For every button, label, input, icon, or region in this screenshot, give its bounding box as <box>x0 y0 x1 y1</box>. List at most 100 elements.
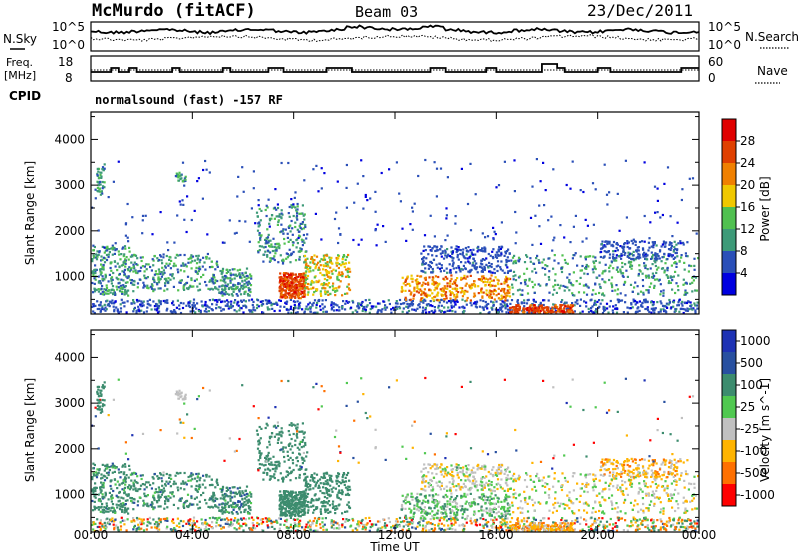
power-cell <box>500 306 503 309</box>
velocity-cell <box>124 476 127 479</box>
power-cell <box>118 266 121 269</box>
power-cell <box>421 299 424 303</box>
power-cell <box>514 306 517 309</box>
power-cell <box>242 304 245 307</box>
power-cell <box>160 275 163 278</box>
velocity-cell <box>366 522 369 525</box>
power-cell <box>297 284 300 287</box>
velocity-cell <box>526 529 529 532</box>
velocity-cell <box>587 528 591 532</box>
power-cell <box>99 173 102 177</box>
power-cell <box>290 289 293 292</box>
power-cell <box>624 294 627 297</box>
power-cell <box>319 271 322 275</box>
power-cell <box>445 301 449 304</box>
velocity-cell <box>344 526 347 529</box>
power-cell <box>96 189 99 193</box>
power-cell <box>92 244 95 247</box>
power-cell <box>484 250 487 253</box>
power-cell <box>231 268 234 271</box>
velocity-cell <box>636 519 639 522</box>
power-cell <box>323 305 326 308</box>
power-cell <box>401 310 404 313</box>
velocity-cell <box>104 524 107 527</box>
power-cell <box>412 297 415 300</box>
power-cell <box>490 265 493 269</box>
power-cell <box>224 277 227 280</box>
velocity-cell <box>608 523 611 526</box>
power-cell <box>225 276 228 279</box>
power-cell <box>96 186 99 189</box>
power-cell <box>274 188 277 191</box>
power-cell <box>125 311 128 314</box>
power-cell <box>424 267 427 270</box>
power-cell <box>143 284 146 287</box>
power-cell <box>173 241 176 244</box>
power-cell <box>428 288 431 291</box>
power-cell <box>525 254 528 257</box>
power-cell <box>455 289 458 293</box>
velocity-cell <box>105 504 109 507</box>
power-cell <box>480 249 483 252</box>
power-cell <box>164 299 167 302</box>
power-cell <box>665 274 668 277</box>
power-cell <box>224 304 227 307</box>
power-cell <box>457 291 460 294</box>
power-cell <box>410 277 413 280</box>
velocity-cell <box>101 496 104 499</box>
power-cell <box>121 292 124 295</box>
power-cell <box>218 285 221 288</box>
power-cell <box>430 261 434 265</box>
velocity-cell <box>99 486 102 489</box>
power-cell <box>177 179 180 182</box>
velocity-cell <box>408 521 411 524</box>
power-cell <box>572 304 575 307</box>
power-cell <box>156 311 160 314</box>
velocity-cell <box>492 519 495 522</box>
velocity-cell <box>643 516 646 520</box>
velocity-cell <box>108 466 111 469</box>
power-cell <box>470 268 473 271</box>
power-cell <box>117 282 120 285</box>
power-cell <box>503 160 506 163</box>
power-cell <box>615 259 618 262</box>
power-cell <box>289 273 292 276</box>
velocity-cell <box>638 518 641 521</box>
power-cell <box>435 254 438 258</box>
power-cell <box>516 300 519 303</box>
power-cell <box>507 277 510 280</box>
power-cell <box>307 288 310 291</box>
power-cell <box>295 278 298 281</box>
velocity-cell <box>250 516 254 519</box>
power-cell <box>271 249 274 253</box>
power-cell <box>336 180 339 183</box>
velocity-cell <box>146 524 149 527</box>
power-cell <box>547 276 550 279</box>
velocity-cell <box>530 529 533 532</box>
velocity-cell <box>313 517 317 520</box>
velocity-cell <box>609 517 612 521</box>
power-cell <box>419 299 422 302</box>
power-cell <box>297 280 300 283</box>
power-cell <box>464 257 467 260</box>
power-cell <box>539 242 543 245</box>
power-cell <box>474 253 477 256</box>
power-cell <box>105 258 109 262</box>
power-cell <box>573 304 576 307</box>
velocity-cell <box>372 523 375 526</box>
power-cell <box>103 288 106 291</box>
power-cell <box>110 282 113 285</box>
power-cell <box>178 307 181 311</box>
power-cell <box>445 297 448 300</box>
power-cell <box>331 285 334 288</box>
power-cell <box>637 272 640 276</box>
power-cell <box>584 284 587 287</box>
velocity-cell <box>590 516 593 519</box>
power-cell <box>501 305 505 308</box>
power-cell <box>433 309 436 312</box>
velocity-cell <box>204 525 208 528</box>
velocity-cell <box>315 521 318 524</box>
velocity-cell <box>289 525 292 529</box>
power-cell <box>666 166 670 169</box>
